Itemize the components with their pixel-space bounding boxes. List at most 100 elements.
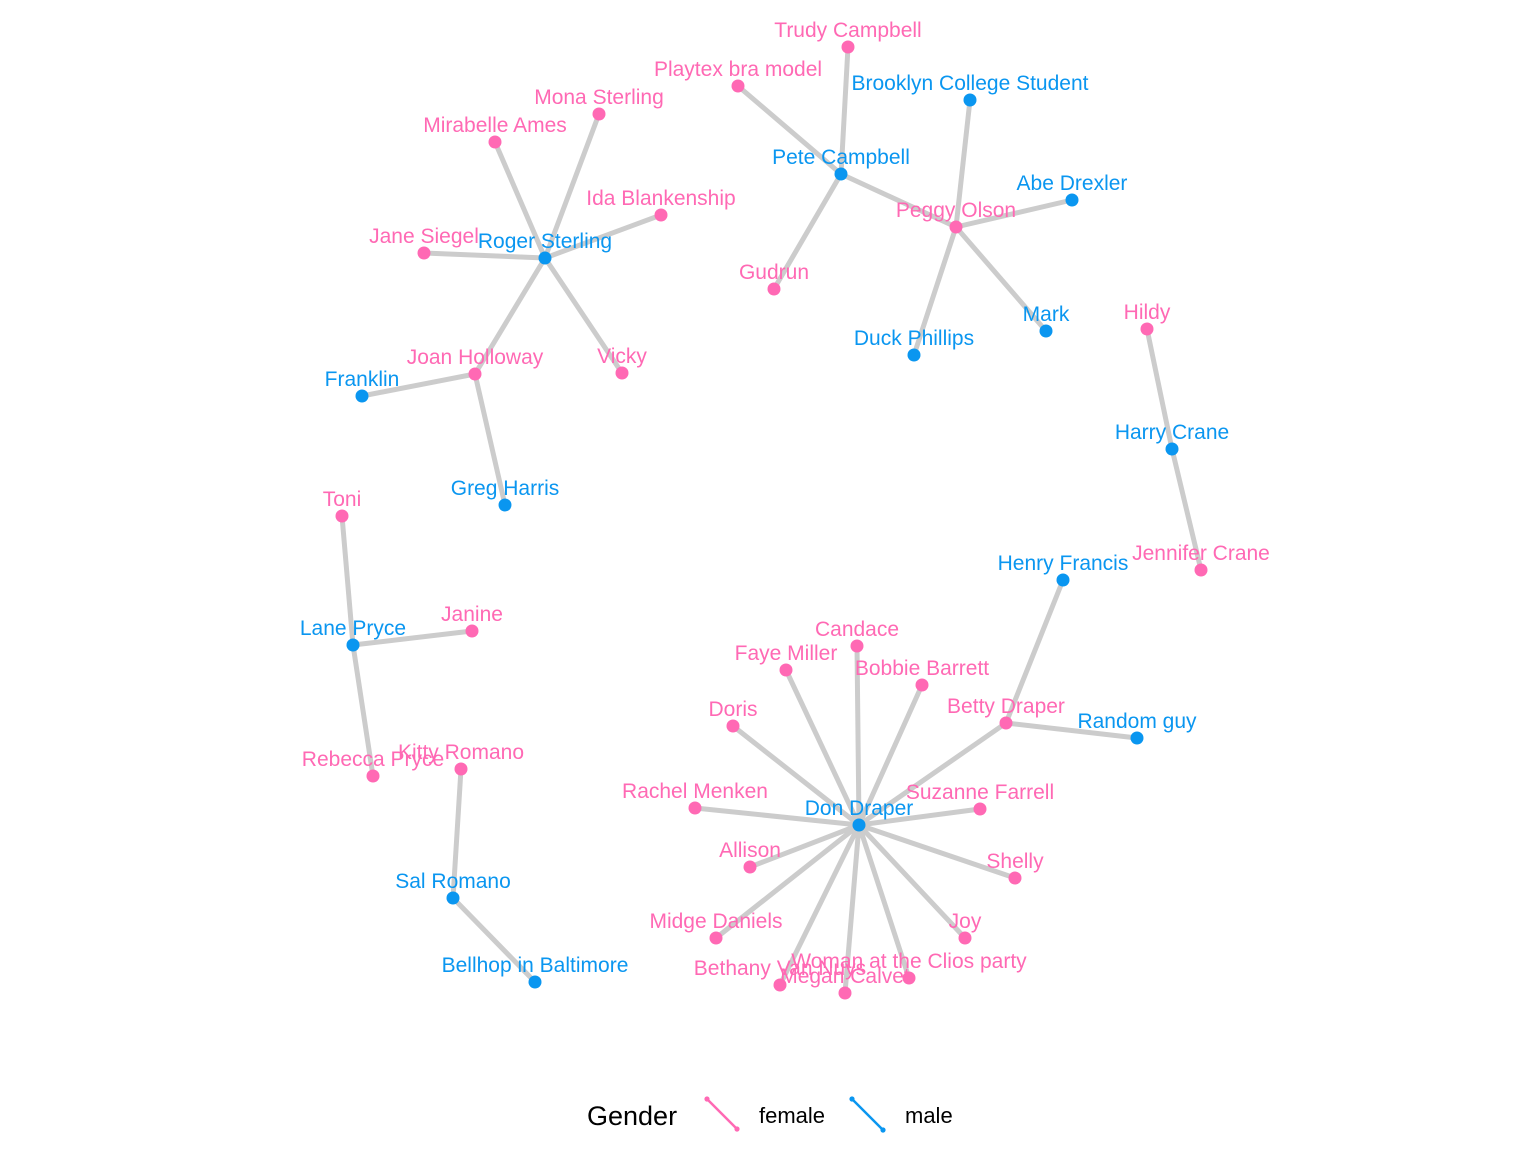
node-label-henry-francis: Henry Francis: [998, 552, 1129, 575]
node-label-rebecca-pryce: Rebecca Pryce: [302, 748, 444, 771]
node-candace: [850, 639, 864, 653]
node-mona-sterling: [592, 107, 606, 121]
edge-peggy-olson-abe-drexler: [953, 197, 1075, 230]
legend: Gender female male: [587, 1096, 953, 1133]
edge-don-draper-betty-draper: [856, 720, 1009, 828]
node-label-abe-drexler: Abe Drexler: [1017, 172, 1128, 195]
node-abe-drexler: [1065, 193, 1079, 207]
node-label-bobbie-barrett: Bobbie Barrett: [855, 657, 989, 680]
edge-don-draper-megan-calvet: [842, 822, 862, 996]
edge-lane-pryce-janine: [350, 628, 475, 648]
edge-peggy-olson-brooklyn-college-student: [953, 97, 973, 230]
node-label-joan-holloway: Joan Holloway: [407, 346, 544, 369]
edge-joan-holloway-greg-harris: [472, 371, 508, 508]
edge-roger-sterling-vicky: [542, 255, 625, 376]
edge-roger-sterling-mona-sterling: [542, 111, 602, 261]
node-label-greg-harris: Greg Harris: [451, 477, 560, 500]
edge-pete-campbell-playtex-bra-model: [735, 83, 844, 177]
nodes-layer: [335, 40, 1208, 1000]
node-label-trudy-campbell: Trudy Campbell: [774, 19, 921, 42]
node-joy: [958, 931, 972, 945]
edge-harry-crane-hildy: [1144, 326, 1175, 452]
edge-don-draper-bethany-van-nuys: [777, 822, 862, 988]
node-duck-phillips: [907, 348, 921, 362]
node-label-rachel-menken: Rachel Menken: [622, 780, 768, 803]
edge-don-draper-joy: [856, 822, 968, 941]
node-label-vicky: Vicky: [597, 345, 647, 368]
edge-don-draper-midge-daniels: [713, 822, 862, 941]
edge-don-draper-doris: [730, 723, 862, 828]
edge-don-draper-bobbie-barrett: [856, 682, 925, 828]
edge-betty-draper-henry-francis: [1003, 577, 1066, 726]
edge-harry-crane-jennifer-crane: [1169, 446, 1204, 573]
node-don-draper: [852, 818, 866, 832]
node-sal-romano: [446, 891, 460, 905]
edge-don-draper-woman-at-the-clios-party: [856, 822, 912, 981]
legend-title: Gender: [587, 1101, 677, 1131]
node-jane-siegel: [417, 246, 431, 260]
node-label-kitty-romano: Kitty Romano: [398, 741, 524, 764]
node-bethany-van-nuys: [773, 978, 787, 992]
node-label-woman-at-the-clios-party: Woman at the Clios party: [791, 950, 1027, 973]
legend-label-female: female: [759, 1103, 825, 1128]
node-henry-francis: [1056, 573, 1070, 587]
edge-pete-campbell-peggy-olson: [838, 171, 959, 230]
node-suzanne-farrell: [973, 802, 987, 816]
node-label-duck-phillips: Duck Phillips: [854, 327, 974, 350]
edge-lane-pryce-toni: [339, 513, 356, 648]
node-label-franklin: Franklin: [325, 368, 400, 391]
edge-joan-holloway-franklin: [359, 371, 478, 399]
edge-sal-romano-kitty-romano: [450, 766, 464, 901]
node-label-playtex-bra-model: Playtex bra model: [654, 58, 822, 81]
node-label-random-guy: Random guy: [1077, 710, 1197, 733]
node-label-lane-pryce: Lane Pryce: [300, 617, 406, 640]
node-label-megan-calvet: Megan Calvet: [780, 965, 910, 988]
node-label-mark: Mark: [1023, 303, 1070, 326]
edge-roger-sterling-ida-blankenship: [542, 212, 664, 261]
node-label-peggy-olson: Peggy Olson: [896, 199, 1016, 222]
edge-don-draper-candace: [854, 643, 862, 828]
node-mark: [1039, 324, 1053, 338]
labels-layer: Roger Sterling Mona Sterling Mirabelle Ame…: [300, 19, 1270, 988]
edge-don-draper-faye-miller: [783, 667, 862, 828]
node-label-betty-draper: Betty Draper: [947, 695, 1065, 718]
node-label-shelly: Shelly: [986, 850, 1044, 873]
node-trudy-campbell: [841, 40, 855, 54]
node-hildy: [1140, 322, 1154, 336]
node-ida-blankenship: [654, 208, 668, 222]
legend-label-male: male: [905, 1103, 953, 1128]
legend-key-male: [849, 1096, 886, 1133]
node-label-pete-campbell: Pete Campbell: [772, 146, 910, 169]
node-bobbie-barrett: [915, 678, 929, 692]
edge-don-draper-allison: [747, 822, 862, 870]
node-jennifer-crane: [1194, 563, 1208, 577]
edge-roger-sterling-mirabelle-ames: [492, 139, 548, 261]
node-woman-at-the-clios-party: [902, 971, 916, 985]
node-label-gudrun: Gudrun: [739, 261, 809, 284]
node-label-doris: Doris: [708, 698, 757, 721]
node-label-brooklyn-college-student: Brooklyn College Student: [852, 72, 1089, 95]
node-label-faye-miller: Faye Miller: [735, 642, 838, 665]
node-doris: [726, 719, 740, 733]
node-label-toni: Toni: [323, 488, 362, 511]
node-label-joy: Joy: [949, 910, 982, 933]
node-label-harry-crane: Harry Crane: [1115, 421, 1229, 444]
node-megan-calvet: [838, 986, 852, 1000]
node-rachel-menken: [688, 801, 702, 815]
edge-sal-romano-bellhop-in-baltimore: [450, 895, 538, 985]
edge-roger-sterling-joan-holloway: [472, 255, 548, 377]
node-toni: [335, 509, 349, 523]
node-gudrun: [767, 282, 781, 296]
node-label-janine: Janine: [441, 603, 503, 626]
edge-peggy-olson-duck-phillips: [911, 224, 959, 358]
node-label-sal-romano: Sal Romano: [395, 870, 511, 893]
node-label-ida-blankenship: Ida Blankenship: [586, 187, 735, 210]
node-label-bellhop-in-baltimore: Bellhop in Baltimore: [442, 954, 629, 977]
node-label-hildy: Hildy: [1124, 301, 1171, 324]
node-label-midge-daniels: Midge Daniels: [649, 910, 782, 933]
node-roger-sterling: [538, 251, 552, 265]
node-label-suzanne-farrell: Suzanne Farrell: [906, 781, 1054, 804]
node-pete-campbell: [834, 167, 848, 181]
node-label-candace: Candace: [815, 618, 899, 641]
